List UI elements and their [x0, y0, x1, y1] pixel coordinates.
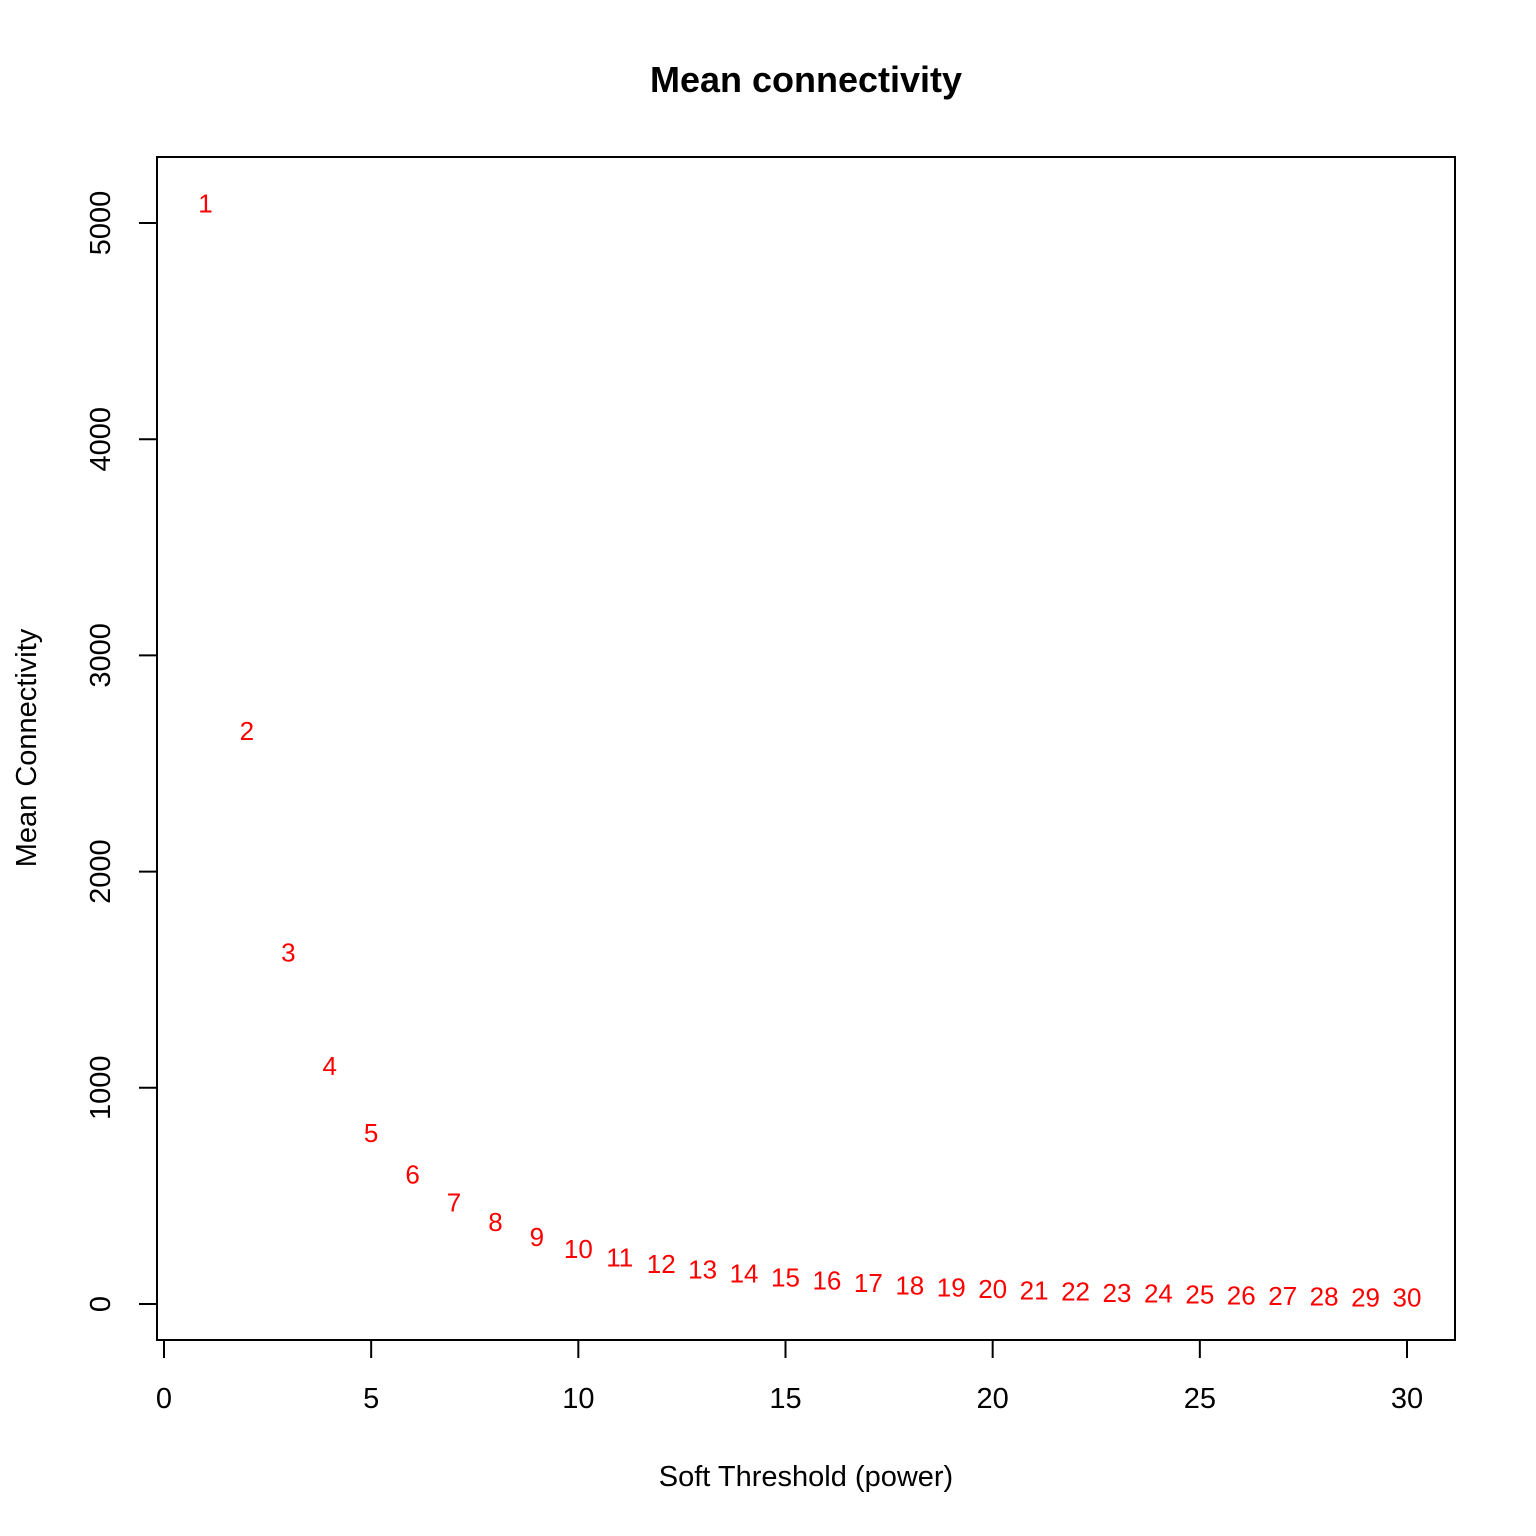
y-tick-label: 3000 [85, 623, 117, 688]
point-label: 10 [564, 1234, 593, 1264]
point-label: 3 [281, 938, 295, 968]
x-tick-label: 20 [977, 1383, 1009, 1415]
point-label: 4 [322, 1051, 336, 1081]
point-label: 27 [1268, 1281, 1297, 1311]
point-label: 2 [240, 716, 254, 746]
x-axis: 0 5 10 15 20 25 30 [156, 1339, 1423, 1415]
point-label: 19 [937, 1272, 966, 1302]
point-label: 30 [1393, 1283, 1422, 1313]
plot-frame [156, 156, 1456, 1341]
point-label: 14 [730, 1259, 759, 1289]
x-tick-label: 0 [156, 1383, 172, 1415]
point-label: 15 [771, 1263, 800, 1293]
point-label: 21 [1020, 1275, 1049, 1305]
point-label: 16 [812, 1266, 841, 1296]
y-tick-label: 5000 [85, 191, 117, 256]
point-label: 25 [1185, 1279, 1214, 1309]
point-label: 13 [688, 1254, 717, 1284]
y-axis: 0 1000 2000 3000 4000 5000 [85, 191, 158, 1312]
point-label: 26 [1227, 1280, 1256, 1310]
point-label: 9 [530, 1222, 544, 1252]
point-label: 8 [488, 1207, 502, 1237]
x-tick-label: 5 [363, 1383, 379, 1415]
point-label: 29 [1351, 1282, 1380, 1312]
x-tick-label: 30 [1391, 1383, 1423, 1415]
point-label: 1 [198, 189, 212, 219]
point-label: 12 [647, 1249, 676, 1279]
point-label: 18 [895, 1270, 924, 1300]
point-label: 23 [1103, 1278, 1132, 1308]
y-tick-label: 1000 [85, 1056, 117, 1121]
y-tick-label: 0 [85, 1296, 117, 1312]
point-label: 28 [1310, 1282, 1339, 1312]
y-tick-label: 4000 [85, 407, 117, 472]
point-label: 7 [447, 1187, 461, 1217]
x-tick-label: 25 [1184, 1383, 1216, 1415]
x-tick-label: 10 [562, 1383, 594, 1415]
point-label: 22 [1061, 1277, 1090, 1307]
x-tick-label: 15 [769, 1383, 801, 1415]
point-label: 20 [978, 1274, 1007, 1304]
chart-title: Mean connectivity [650, 59, 962, 100]
point-label: 17 [854, 1268, 883, 1298]
point-label: 6 [405, 1159, 419, 1189]
point-label: 11 [606, 1243, 633, 1273]
x-axis-label: Soft Threshold (power) [659, 1461, 953, 1493]
point-label: 24 [1144, 1279, 1173, 1309]
point-label: 5 [364, 1118, 378, 1148]
y-tick-label: 2000 [85, 839, 117, 904]
y-axis-label: Mean Connectivity [11, 628, 43, 867]
